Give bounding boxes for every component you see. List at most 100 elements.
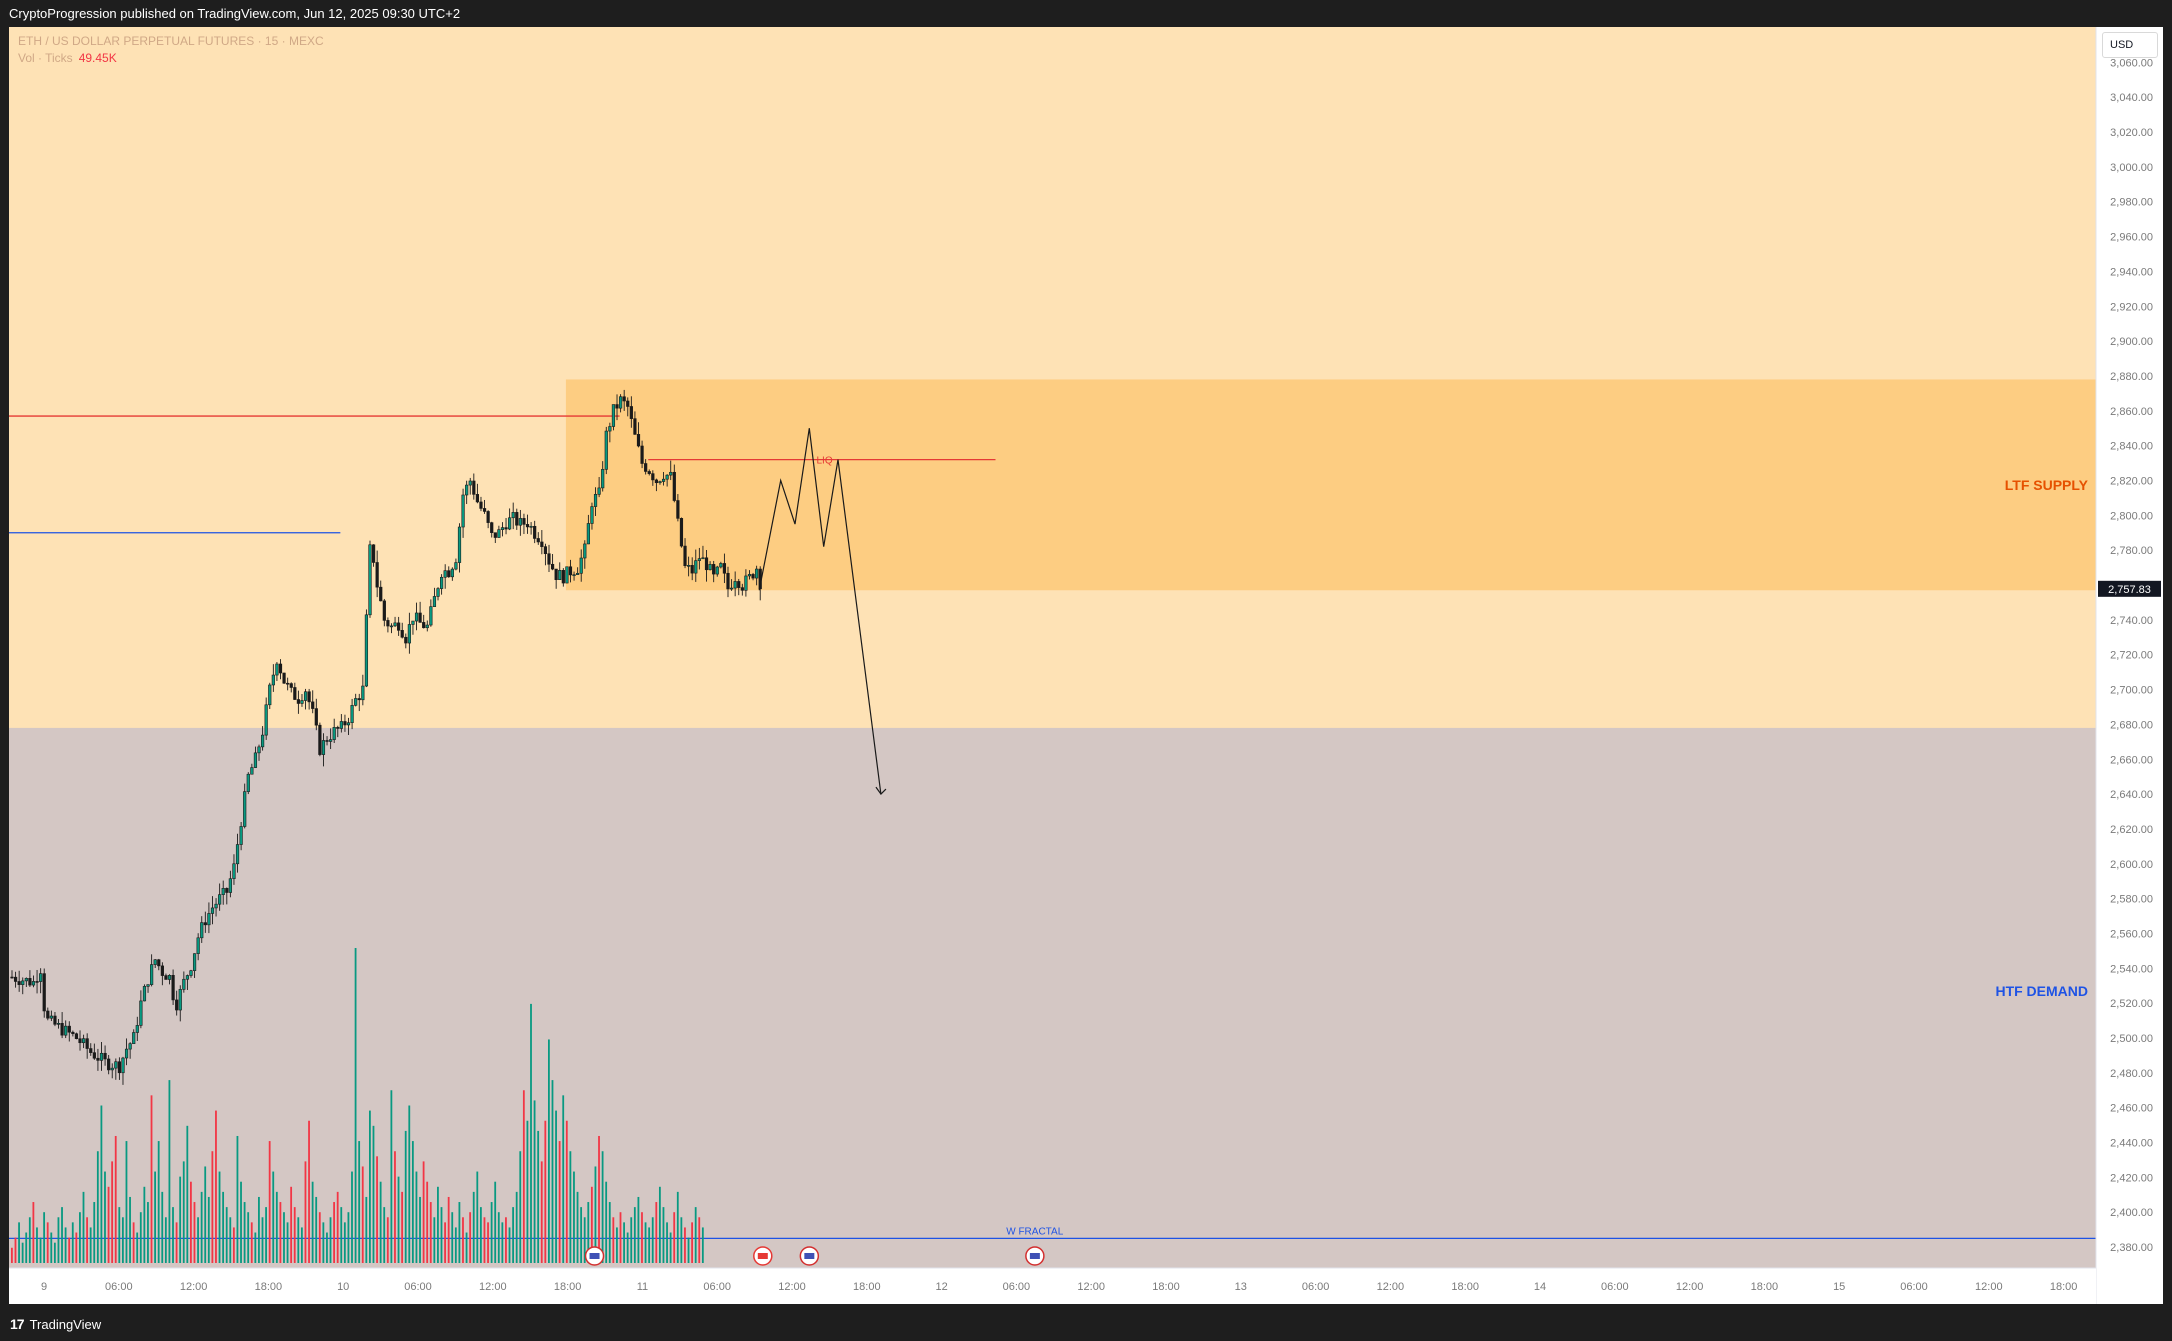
time-tick-label: 10: [337, 1281, 349, 1293]
volume-bar: [605, 1181, 608, 1263]
volume-bar: [558, 1141, 561, 1263]
candle-body: [286, 682, 290, 685]
volume-bar: [422, 1161, 425, 1263]
volume-bar: [315, 1196, 318, 1263]
volume-bar: [293, 1207, 296, 1263]
volume-bar: [286, 1222, 289, 1263]
last-price-label: 2,757.83: [2108, 584, 2151, 596]
candle-body: [397, 622, 401, 631]
volume-bar: [619, 1212, 622, 1263]
candle-body: [439, 576, 444, 589]
price-tick-label: 2,480.00: [2110, 1068, 2153, 1080]
candle-body: [633, 418, 637, 435]
price-tick-label: 2,820.00: [2110, 476, 2153, 488]
price-tick-label: 2,780.00: [2110, 545, 2153, 557]
volume-bar: [96, 1151, 99, 1263]
volume-bar: [487, 1222, 489, 1263]
candle-body: [747, 574, 752, 577]
time-tick-label: 18:00: [1152, 1281, 1180, 1293]
volume-bar: [329, 1217, 332, 1263]
volume-bar: [576, 1191, 579, 1263]
ltf-supply-zone: [565, 379, 2096, 591]
footer-bar: 17 TradingView: [0, 1304, 2172, 1341]
volume-bar: [361, 1166, 364, 1263]
volume-bar: [658, 1186, 661, 1263]
volume-bar: [648, 1227, 651, 1263]
candle-body: [543, 546, 548, 555]
candle-body: [336, 727, 340, 729]
candle-body: [371, 544, 376, 563]
volume-bar: [190, 1181, 192, 1263]
candle-body: [225, 888, 229, 893]
volume-bar: [168, 1080, 171, 1263]
volume-bar: [175, 1222, 178, 1263]
candle-body: [253, 752, 258, 768]
candle-body: [196, 937, 200, 954]
volume-bar: [86, 1217, 88, 1263]
chart-legend: ETH / US DOLLAR PERPETUAL FUTURES · 15 ·…: [18, 33, 324, 67]
candle-body: [651, 473, 655, 481]
price-tick-label: 2,980.00: [2110, 197, 2153, 209]
candle-body: [554, 568, 558, 580]
volume-bar: [68, 1237, 71, 1263]
tradingview-logo[interactable]: 17 TradingView: [10, 1316, 101, 1332]
candle-body: [558, 570, 562, 580]
volume-bar: [433, 1217, 436, 1263]
candle-body: [24, 978, 28, 982]
candle-body: [726, 572, 730, 590]
volume-bar: [197, 1217, 199, 1263]
volume-bar: [161, 1191, 164, 1263]
candle-body: [604, 430, 608, 470]
candle-body: [175, 999, 179, 1011]
volume-bar: [351, 1171, 353, 1263]
volume-bar: [358, 1141, 361, 1263]
volume-bar: [343, 1222, 346, 1263]
candle-body: [361, 685, 365, 701]
candle-body: [626, 400, 630, 407]
candle-body: [676, 500, 680, 519]
volume-bar: [247, 1212, 250, 1263]
candle-body: [733, 581, 737, 589]
candle-body: [418, 612, 422, 623]
candle-body: [454, 562, 458, 570]
candle-body: [704, 557, 709, 571]
volume-bar: [243, 1202, 246, 1263]
volume-bar: [268, 1141, 271, 1263]
currency-button[interactable]: USD: [2102, 32, 2158, 58]
candle-body: [590, 506, 594, 524]
volume-bar: [333, 1202, 335, 1263]
volume-bar: [562, 1095, 565, 1263]
volume-bar: [272, 1171, 275, 1263]
volume-bar: [154, 1171, 156, 1263]
candle-body: [218, 894, 222, 905]
volume-bar: [411, 1141, 414, 1263]
price-tick-label: 2,460.00: [2110, 1103, 2153, 1115]
volume-bar: [469, 1212, 472, 1263]
volume-bar: [386, 1217, 389, 1263]
time-tick-label: 18:00: [554, 1281, 582, 1293]
time-tick-label: 18:00: [853, 1281, 881, 1293]
candle-body: [60, 1023, 64, 1036]
price-tick-label: 2,700.00: [2110, 685, 2153, 697]
candle-body: [96, 1057, 100, 1061]
candle-body: [611, 404, 616, 427]
candle-body: [432, 596, 437, 607]
volume-bar: [451, 1212, 454, 1263]
candle-body: [261, 734, 265, 748]
candle-body: [400, 630, 404, 638]
time-tick-label: 06:00: [1302, 1281, 1330, 1293]
chart-frame: LIQ W FRACTAL LTF SUPPLY HTF DEMAND 3,060.00…: [9, 27, 2163, 1304]
chart-svg[interactable]: LIQ W FRACTAL LTF SUPPLY HTF DEMAND 3,060.00…: [9, 27, 2163, 1304]
candle-body: [583, 543, 587, 559]
candle-body: [379, 586, 383, 602]
candle-body: [350, 705, 354, 723]
candle-body: [264, 704, 268, 736]
price-tick-label: 3,000.00: [2110, 162, 2153, 174]
liq-label: LIQ: [817, 456, 833, 467]
candle-body: [46, 1010, 50, 1019]
volume-bar: [100, 1105, 103, 1263]
price-tick-label: 2,620.00: [2110, 824, 2153, 836]
volume-bar: [519, 1151, 522, 1263]
candle-body: [329, 739, 333, 742]
volume-bar: [454, 1227, 457, 1263]
